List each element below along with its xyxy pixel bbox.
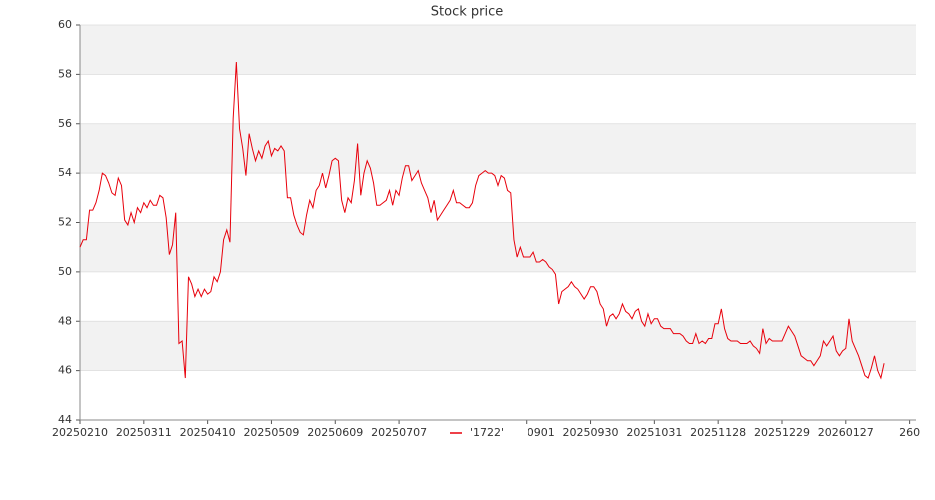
y-tick-label: 52 bbox=[58, 216, 72, 229]
series-line bbox=[79, 62, 885, 380]
x-tick-label: 20260127 bbox=[818, 426, 874, 439]
x-tick-label: 20250210 bbox=[52, 426, 108, 439]
legend-box bbox=[444, 425, 528, 441]
grid-band bbox=[80, 321, 916, 371]
x-tick-label: 260 bbox=[899, 426, 920, 439]
x-tick-label: 20250410 bbox=[180, 426, 236, 439]
x-tick-label: 20251229 bbox=[754, 426, 810, 439]
y-tick-label: 50 bbox=[58, 265, 72, 278]
grid-band bbox=[80, 25, 916, 75]
x-tick-label: 20250609 bbox=[307, 426, 363, 439]
x-tick-label: 20250311 bbox=[116, 426, 172, 439]
x-tick-label: 20251128 bbox=[690, 426, 746, 439]
chart-title: Stock price bbox=[431, 5, 503, 20]
y-tick-label: 60 bbox=[58, 18, 72, 31]
x-tick-label: 20250509 bbox=[243, 426, 299, 439]
x-tick-label: 20250707 bbox=[371, 426, 427, 439]
y-tick-label: 58 bbox=[58, 67, 72, 80]
y-tick-label: 54 bbox=[58, 166, 72, 179]
legend-label: '1722' bbox=[470, 426, 504, 439]
y-tick-label: 48 bbox=[58, 314, 72, 327]
grid-band bbox=[80, 222, 916, 272]
y-tick-label: 56 bbox=[58, 117, 72, 130]
x-tick-label: 20251031 bbox=[626, 426, 682, 439]
grid-band bbox=[80, 123, 916, 174]
x-tick-label: 20250930 bbox=[563, 426, 619, 439]
y-tick-label: 44 bbox=[58, 413, 72, 426]
y-tick-label: 46 bbox=[58, 364, 72, 377]
